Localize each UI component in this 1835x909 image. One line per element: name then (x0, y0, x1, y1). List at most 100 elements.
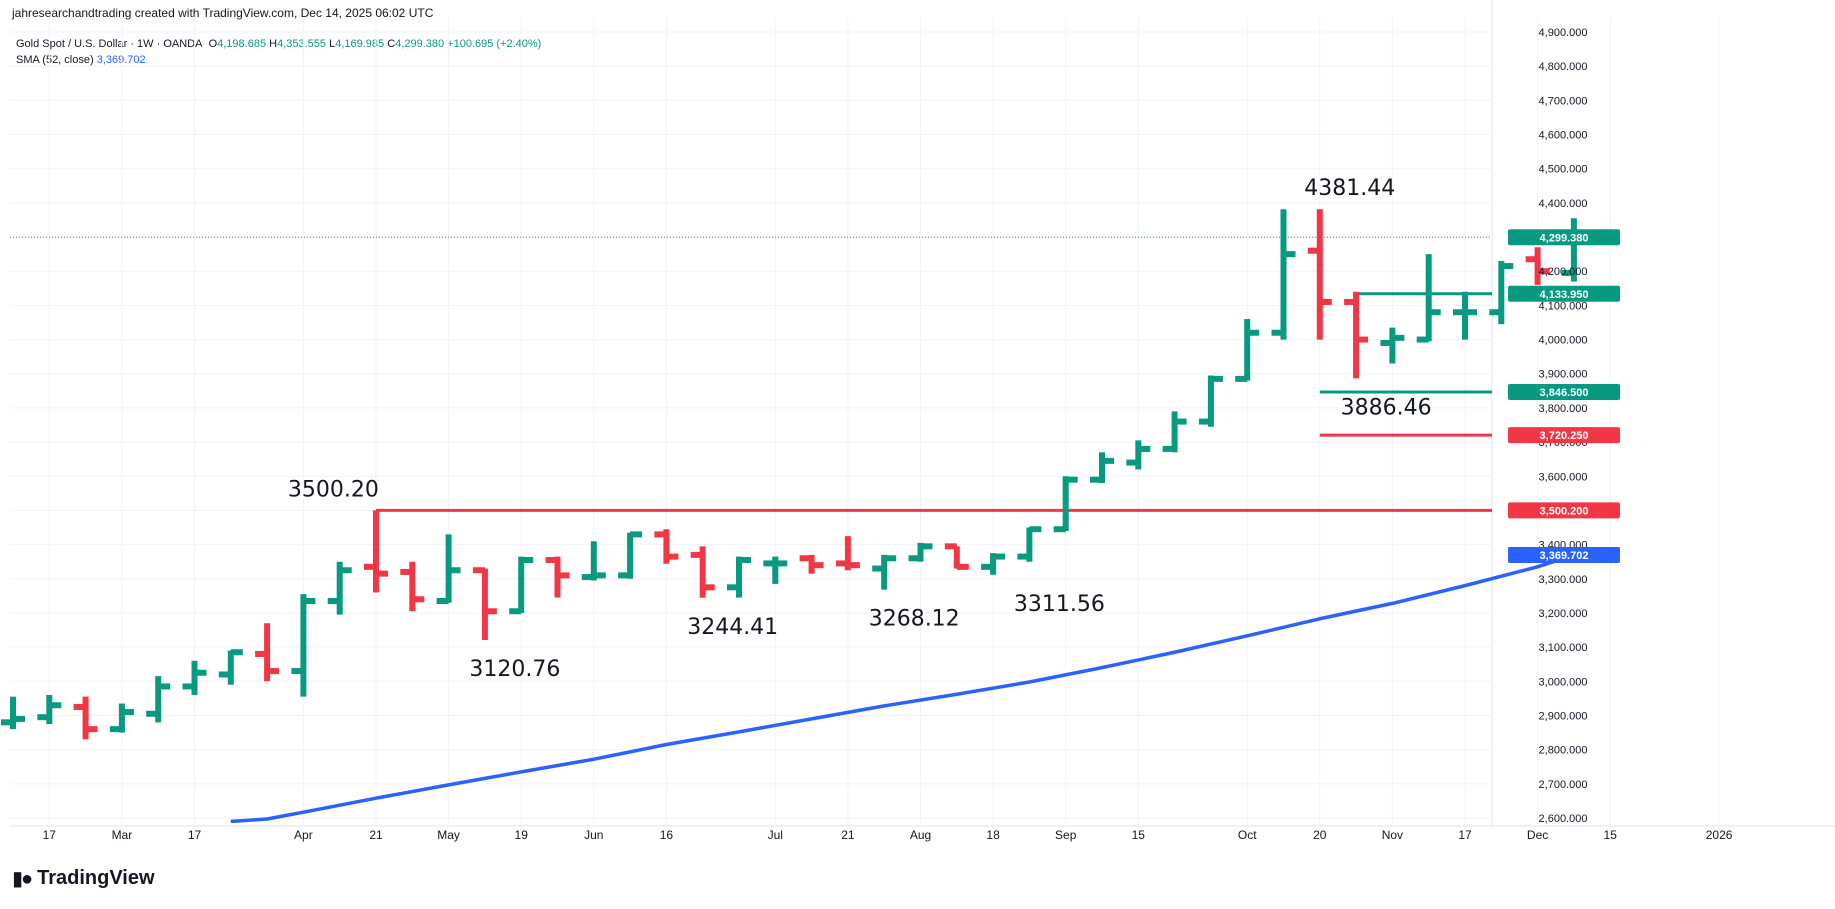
price-tick-label: 4,200.000 (1539, 266, 1588, 278)
horizontal-lines (10, 236, 1492, 512)
price-tick-label: 4,700.000 (1539, 95, 1588, 107)
ohlc-bars (1, 209, 1586, 740)
high-label: H (269, 38, 278, 50)
time-tick-label: Aug (910, 828, 931, 842)
price-annotation: 3500.20 (288, 477, 379, 502)
ohlc-bar (1525, 247, 1550, 285)
price-tick-label: 3,200.000 (1539, 608, 1588, 620)
price-tick-label: 2,900.000 (1539, 710, 1588, 722)
price-annotation: 4381.44 (1304, 176, 1395, 201)
price-annotation: 3311.56 (1014, 592, 1105, 617)
ohlc-bar (1235, 319, 1260, 382)
ohlc-bar (1126, 440, 1151, 470)
price-annotation: 3886.46 (1341, 395, 1432, 420)
ohlc-bar (73, 696, 98, 740)
price-annotation: 3268.12 (869, 607, 960, 632)
ohlc-bar (291, 594, 316, 697)
level-price-tag-text: 3,500.200 (1540, 505, 1589, 517)
price-tick-label: 3,600.000 (1539, 471, 1588, 483)
level-price-tag-bg (1508, 502, 1620, 519)
ohlc-bar (1, 696, 25, 730)
level-price-tag: 4,133.950 (1508, 285, 1620, 302)
ohlc-bar (472, 567, 497, 641)
low-value: 4,169.985 (335, 38, 385, 50)
ohlc-bar (1489, 260, 1514, 325)
time-axis: 17 Mar 17 Apr 21 May 19 Jun 16 Jul 21 Aug 18 Sep 15 Oct… (43, 828, 1733, 842)
brand-name: TradingView (37, 867, 155, 889)
ohlc-bar (509, 556, 534, 615)
time-tick-label: Apr (294, 828, 313, 842)
ohlc-bar (1380, 327, 1405, 364)
price-tick-label: 3,300.000 (1539, 574, 1588, 586)
low-label: L (329, 38, 336, 50)
time-tick-label: Sep (1055, 828, 1077, 842)
close-value: 4,299.380 (395, 38, 445, 50)
last-price-tag-bg (1508, 229, 1620, 246)
ohlc-bar (1271, 209, 1296, 340)
ohlc-bar (872, 554, 897, 590)
time-tick-label: Jul (768, 828, 783, 842)
price-tick-label: 4,400.000 (1539, 198, 1588, 210)
price-annotation: 3244.41 (687, 615, 778, 640)
symbol-name[interactable]: Gold Spot / U.S. Dollar · 1W · OANDA (16, 38, 203, 50)
sma-layer (230, 553, 1575, 824)
time-tick-label: May (437, 828, 460, 842)
price-tick-label: 4,000.000 (1539, 335, 1588, 347)
time-tick-label: Jun (584, 828, 603, 842)
ohlc-bar (944, 543, 969, 570)
price-tick-label: 4,100.000 (1539, 300, 1588, 312)
level-price-tag: 3,720.250 (1508, 427, 1620, 444)
ohlc-bar (255, 623, 280, 682)
price-tick-label: 4,800.000 (1539, 61, 1588, 73)
price-tick-label: 3,000.000 (1539, 676, 1588, 688)
ohlc-legend-row: Gold Spot / U.S. Dollar · 1W · OANDA O4,… (16, 36, 541, 52)
ohlc-bar (654, 529, 679, 564)
sma-price-tag: 3,369.702 (1508, 546, 1620, 563)
price-tick-label: 2,600.000 (1539, 813, 1588, 825)
ohlc-bar (981, 553, 1006, 575)
time-tick-label: 16 (660, 828, 674, 842)
time-tick-label: 21 (841, 828, 855, 842)
ohlc-bar (436, 534, 461, 604)
price-tick-label: 3,900.000 (1539, 369, 1588, 381)
ohlc-bar (146, 676, 171, 723)
time-tick-label: 17 (188, 828, 202, 842)
time-tick-label: 20 (1313, 828, 1327, 842)
time-tick-label: 18 (986, 828, 1000, 842)
ohlc-bar (37, 694, 62, 725)
chart-legend: Gold Spot / U.S. Dollar · 1W · OANDA O4,… (16, 36, 541, 68)
time-tick-label: 15 (1604, 828, 1618, 842)
high-value: 4,353.555 (277, 38, 327, 50)
level-price-tag: 3,846.500 (1508, 384, 1620, 401)
time-tick-label: 15 (1132, 828, 1146, 842)
price-annotations: 3500.20 3120.76 3244.41 3268.12 3311.56 4381.… (288, 176, 1432, 682)
price-tick-label: 3,800.000 (1539, 403, 1588, 415)
ohlc-bar (1090, 452, 1114, 484)
chart-header: jahresearchandtrading created with Tradi… (12, 6, 434, 20)
ohlc-bar (1307, 209, 1332, 340)
price-tick-label: 2,700.000 (1539, 779, 1588, 791)
price-tick-label: 4,900.000 (1539, 27, 1588, 39)
ohlc-bar (1198, 375, 1223, 427)
sma-line (230, 553, 1575, 824)
level-price-tag-text: 3,846.500 (1540, 387, 1589, 399)
time-tick-label: 2026 (1706, 828, 1733, 842)
sma-value: 3,369.702 (96, 54, 146, 66)
time-tick-label: Mar (112, 828, 133, 842)
ohlc-bar (763, 556, 788, 584)
time-tick-label: Nov (1382, 828, 1403, 842)
level-price-tag-text: 3,720.250 (1540, 430, 1589, 442)
ohlc-bar (1416, 254, 1441, 343)
ohlc-bar (364, 510, 388, 593)
footer-brand[interactable]: ▮● TradingView (12, 866, 155, 891)
ohlc-bar (1453, 291, 1477, 340)
change-value: +100.695 (+2.40%) (447, 38, 542, 50)
ohlc-bar (1053, 476, 1078, 533)
sma-label[interactable]: SMA (52, close) (16, 54, 94, 66)
time-tick-label: Oct (1238, 828, 1257, 842)
ohlc-bar (908, 542, 933, 562)
ohlc-bar (218, 649, 243, 685)
ohlc-bar (327, 561, 352, 615)
sma-price-tag-text: 3,369.702 (1540, 550, 1589, 562)
